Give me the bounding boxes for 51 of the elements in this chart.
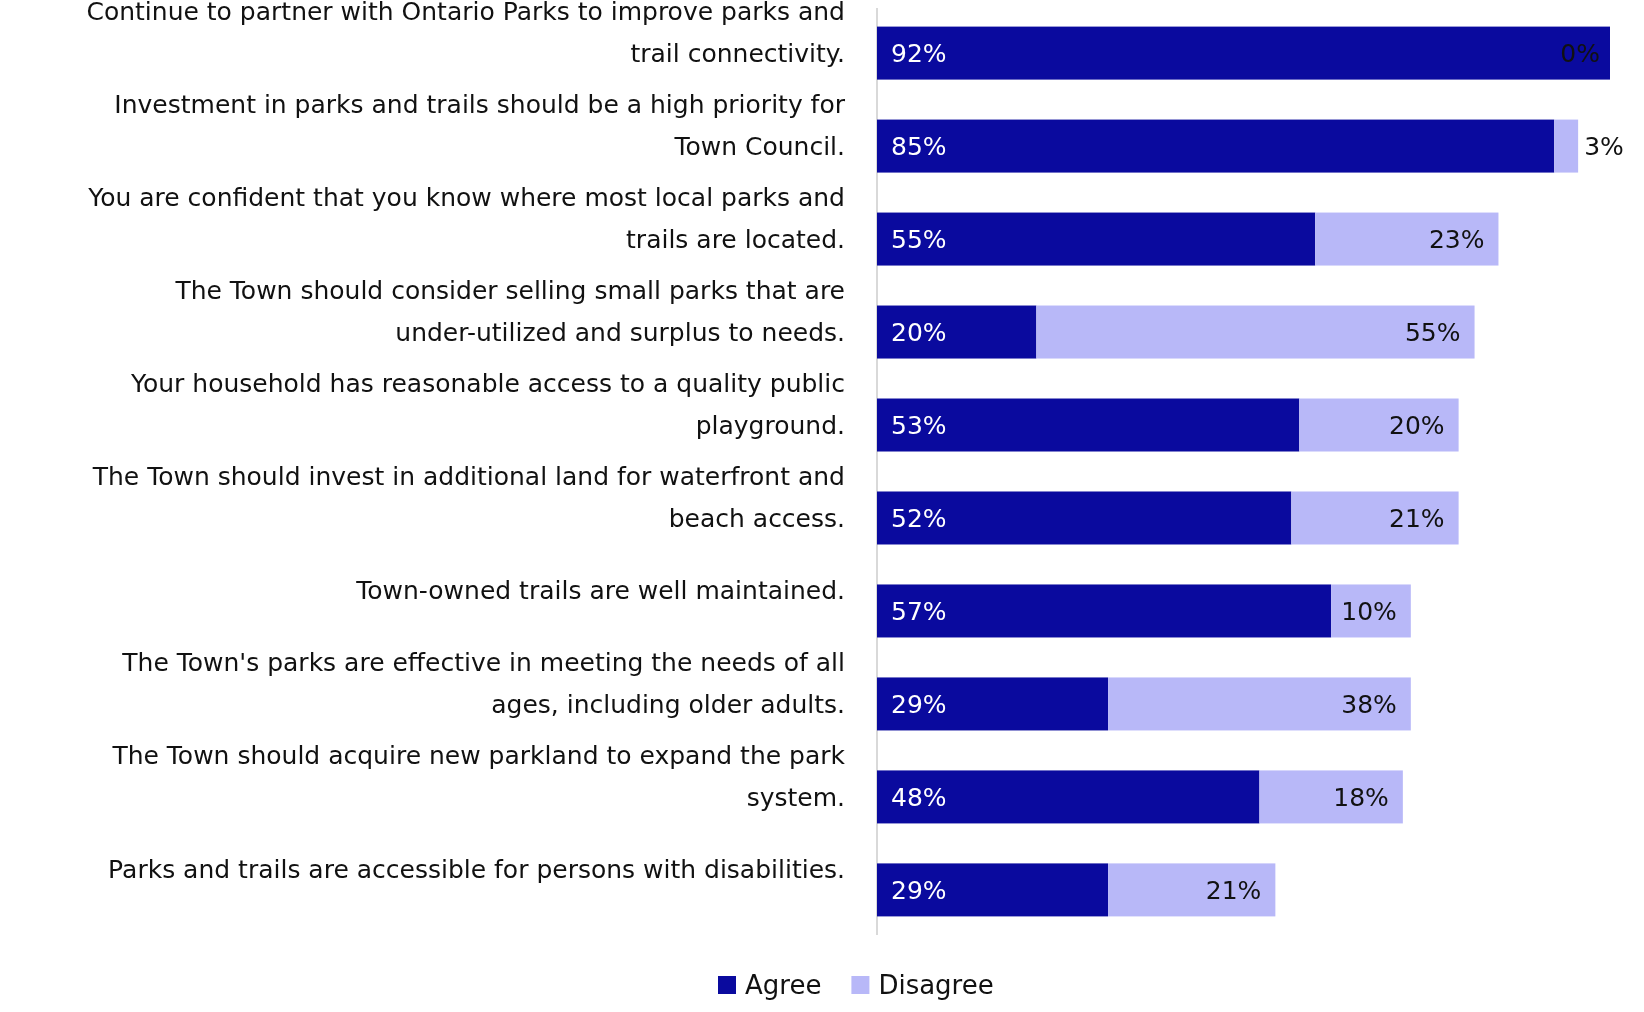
bar — [877, 305, 1037, 359]
data-label: 92% — [891, 38, 947, 68]
bar — [1259, 770, 1403, 824]
bar — [877, 770, 1260, 824]
bar — [877, 677, 1109, 731]
y-tick-label: The Town's parks are effective in meeting the needs of all ages, including older adults. — [121, 647, 845, 719]
bar — [877, 491, 1292, 545]
data-label: 20% — [1389, 410, 1445, 440]
data-label: 23% — [1428, 224, 1485, 254]
data-label: 3% — [1584, 131, 1624, 161]
data-label: 20% — [891, 317, 947, 347]
data-label: 57% — [891, 596, 947, 626]
data-label: 85% — [891, 131, 947, 161]
data-label: 52% — [891, 503, 947, 533]
data-label: 21% — [1205, 875, 1262, 905]
bar — [877, 398, 1300, 452]
y-tick-label: Investment in parks and trails should be a high priority for Town Council. — [114, 89, 846, 161]
y-tick-label: The Town should invest in additional land for waterfront and beach access. — [91, 461, 845, 533]
legend-label: Disagree — [878, 970, 994, 1001]
bar — [1108, 863, 1276, 917]
data-label: 29% — [891, 875, 947, 905]
bar — [1299, 398, 1459, 452]
data-label: 48% — [891, 782, 947, 812]
bar — [1315, 212, 1499, 266]
data-label: 29% — [891, 689, 947, 719]
data-label: 18% — [1333, 782, 1389, 812]
data-label: 55% — [1404, 317, 1461, 347]
bar — [1036, 305, 1475, 359]
y-tick-label: The Town should consider selling small parks that are under-utilized and surplus to needs. — [174, 275, 845, 347]
bar — [877, 863, 1109, 917]
y-tick-label: You are confident that you know where most local parks and trails are located. — [87, 182, 845, 254]
data-label: 55% — [891, 224, 947, 254]
bar — [1108, 677, 1411, 731]
bar — [1331, 584, 1411, 638]
y-tick-label: Town-owned trails are well maintained. — [355, 575, 845, 605]
bar — [877, 584, 1332, 638]
data-label: 38% — [1341, 689, 1397, 719]
bar — [1291, 491, 1459, 545]
y-tick-label: Parks and trails are accessible for persons with disabilities. — [108, 854, 845, 884]
bar — [877, 212, 1316, 266]
y-tick-label: Continue to partner with Ontario Parks to improve parks and trail connectivity. — [86, 0, 845, 68]
data-label: 0% — [1560, 38, 1600, 68]
bar — [877, 119, 1555, 173]
data-label: 10% — [1341, 596, 1397, 626]
legend-label: Agree — [745, 970, 822, 1001]
bar — [1554, 119, 1579, 173]
data-label: 53% — [891, 410, 947, 440]
bar — [877, 26, 1610, 80]
y-tick-label: Your household has reasonable access to a quality public playground. — [130, 368, 845, 440]
data-label: 21% — [1389, 503, 1445, 533]
y-tick-label: The Town should acquire new parkland to expand the park system. — [111, 740, 846, 812]
